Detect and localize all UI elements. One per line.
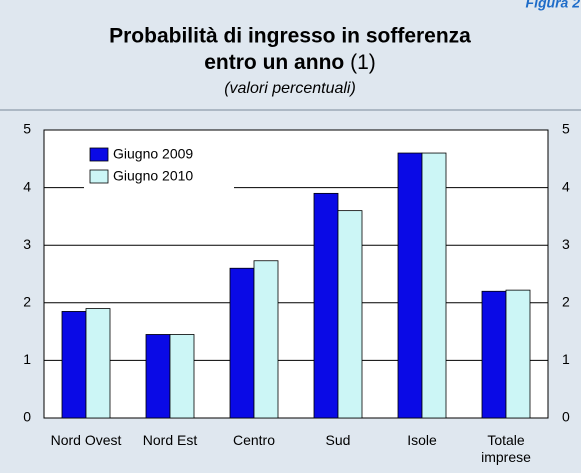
chart-title: Probabilità di ingresso in sofferenza: [109, 25, 471, 48]
y-tick-label: 0: [23, 409, 31, 425]
x-tick-label: Isole: [407, 432, 437, 448]
subtitle: (valori percentuali): [224, 80, 356, 97]
bar: [61, 311, 87, 419]
chart-title: entro un anno (1): [204, 51, 376, 74]
x-tick-label: Nord Ovest: [50, 432, 122, 448]
x-tick-label: Totale imprese: [481, 432, 531, 465]
bar: [253, 260, 279, 419]
legend-box: [84, 144, 234, 192]
y2-tick-label: 1: [562, 351, 570, 367]
bar: [397, 152, 423, 419]
y2-tick-label: 5: [562, 121, 570, 137]
y2-tick-label: 4: [562, 178, 570, 194]
legend-label: Giugno 2010: [113, 168, 193, 184]
bar: [505, 289, 531, 419]
y-tick-label: 1: [23, 351, 31, 367]
y-tick-label: 3: [23, 236, 31, 252]
x-tick-label: Nord Est: [142, 432, 198, 448]
title-note: (1): [350, 51, 376, 74]
bar: [337, 210, 363, 419]
y-tick-label: 4: [23, 178, 31, 194]
bar: [481, 290, 507, 419]
legend-swatch: [89, 147, 109, 162]
chart-title-line: entro un anno: [204, 51, 344, 74]
bar: [169, 334, 195, 419]
y2-tick-label: 2: [562, 294, 570, 310]
y-tick-label: 2: [23, 294, 31, 310]
y-tick-label: 5: [23, 121, 31, 137]
bar: [85, 308, 111, 419]
legend-swatch: [89, 169, 109, 184]
y2-tick-label: 0: [562, 409, 570, 425]
figure-label: Figura 2: [526, 0, 581, 11]
bar: [229, 267, 255, 419]
x-tick-label: Centro: [232, 432, 276, 448]
bar: [421, 152, 447, 419]
x-tick-label: Sud: [325, 432, 351, 448]
bar: [313, 192, 339, 419]
bar: [145, 334, 171, 419]
y2-tick-label: 3: [562, 236, 570, 252]
legend-label: Giugno 2009: [113, 146, 193, 162]
